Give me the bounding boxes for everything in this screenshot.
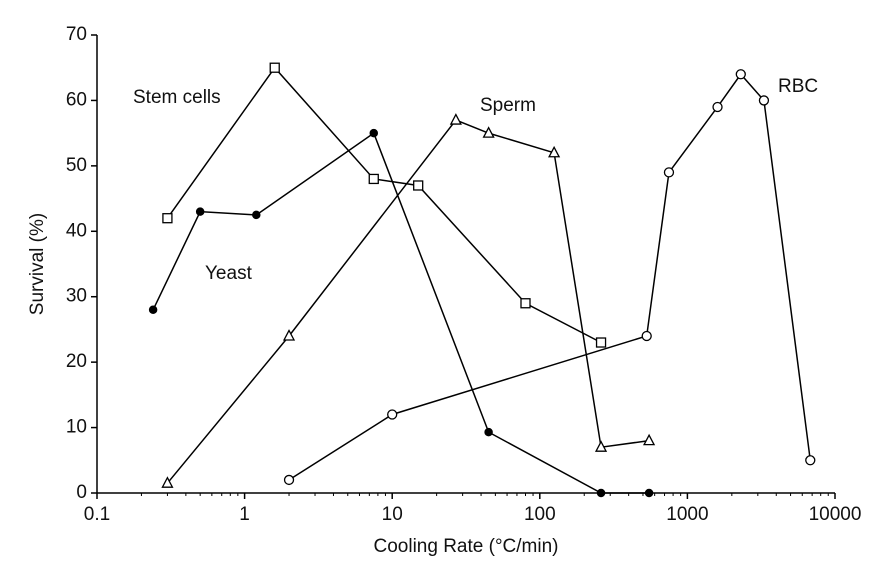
marker [368,173,379,185]
marker [482,126,495,138]
y-tick-label: 20 [66,351,87,372]
x-tick-label: 1000 [666,504,708,525]
y-tick-label: 40 [66,220,87,241]
marker [643,433,656,446]
marker [712,101,723,113]
marker [387,409,398,420]
y-tick-label: 10 [66,417,87,438]
y-tick-label: 0 [76,482,87,503]
marker [663,167,675,178]
series-label: RBC [778,76,818,97]
marker [644,488,654,498]
y-tick-label: 30 [66,286,87,307]
series-line [152,131,650,494]
marker [596,488,606,498]
x-tick-label: 10 [382,504,403,525]
marker [735,69,746,80]
marker [484,427,493,437]
marker [162,213,173,224]
series-label: Yeast [205,263,253,284]
marker [269,62,280,73]
marker [283,474,295,486]
x-axis-label: Cooling Rate (°C/min) [374,536,559,557]
series-line [288,73,812,481]
x-tick-label: 10000 [809,504,862,525]
marker [161,476,174,488]
marker [282,329,296,341]
marker [449,113,462,125]
series-label: Stem cells [133,87,221,108]
marker [252,210,261,220]
marker [595,337,607,348]
marker [195,207,205,216]
marker [594,440,608,452]
marker [148,305,158,315]
y-axis-label: Survival (%) [27,213,48,315]
x-tick-label: 100 [524,504,556,525]
marker [520,298,531,309]
marker [805,455,816,466]
marker [548,145,561,158]
marker [413,180,424,191]
marker [641,330,652,342]
series-line [166,66,602,344]
x-tick-label: 1 [239,504,250,525]
marker [758,95,770,106]
y-tick-label: 50 [66,155,87,176]
y-tick-label: 60 [66,89,87,110]
y-tick-label: 70 [66,24,87,45]
x-tick-label: 0.1 [84,504,110,525]
series-label: Sperm [480,95,536,116]
marker [369,128,379,138]
series-line [166,119,650,484]
